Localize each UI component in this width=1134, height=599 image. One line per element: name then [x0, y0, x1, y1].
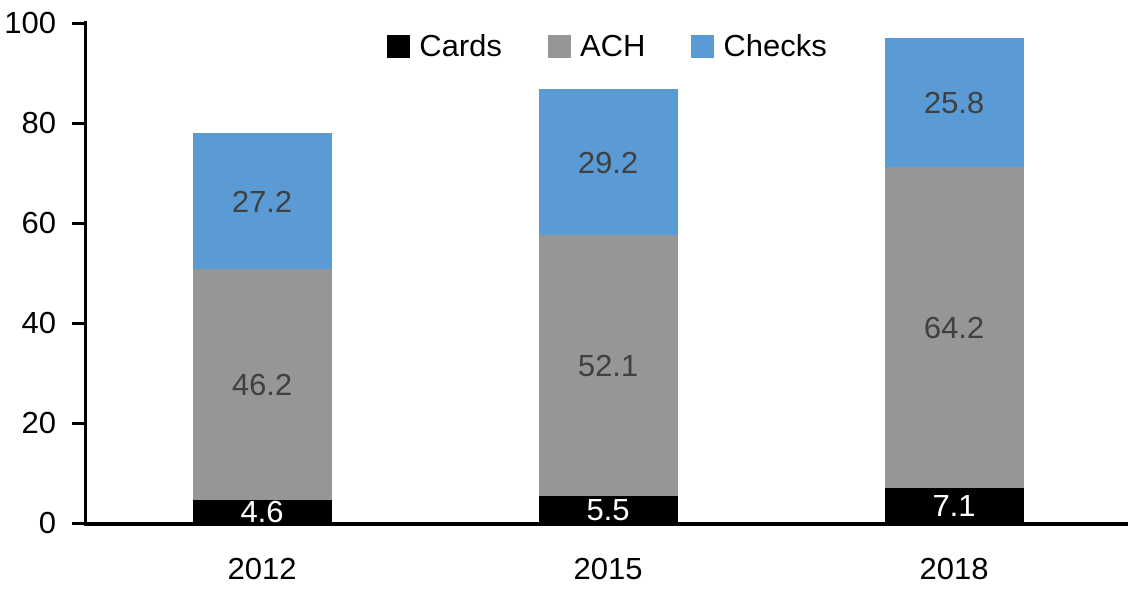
bar-segment-ach-2018: 64.2 — [884, 166, 1024, 488]
y-axis-tick-mark — [72, 422, 84, 425]
legend-label: ACH — [579, 28, 646, 63]
y-axis-tick-label: 60 — [21, 205, 56, 240]
y-axis-tick-label: 100 — [4, 5, 56, 40]
bar-segment-checks-2012: 27.2 — [192, 133, 332, 269]
bar-segment-checks-2018: 25.8 — [884, 37, 1024, 167]
bar-segment-ach-2015: 52.1 — [538, 235, 678, 496]
legend-item-checks: Checks — [691, 28, 827, 64]
x-axis-tick-label: 2012 — [227, 551, 297, 586]
chart-legend: Cards ACH Checks — [86, 28, 1128, 64]
y-axis-tick-label: 80 — [21, 105, 56, 140]
bar-value-label: 46.2 — [231, 367, 293, 402]
y-axis-tick-mark — [72, 322, 84, 325]
y-axis-tick-label: 20 — [21, 405, 56, 440]
bar-segment-ach-2012: 46.2 — [192, 269, 332, 500]
x-axis-line — [84, 522, 1128, 526]
bar-value-label: 29.2 — [577, 144, 639, 180]
bar-value-label: 25.8 — [923, 84, 985, 120]
bar-value-label: 64.2 — [923, 309, 985, 345]
legend-label: Checks — [723, 28, 827, 63]
y-axis-tick-label: 40 — [21, 305, 56, 340]
legend-label: Cards — [419, 28, 502, 63]
legend-swatch-checks — [691, 34, 715, 58]
bar-segment-cards-2015: 5.5 — [538, 491, 678, 527]
y-axis-tick-label: 0 — [38, 505, 56, 540]
bar-value-label: 5.5 — [586, 491, 630, 527]
bar-value-label: 52.1 — [577, 347, 639, 383]
y-axis-tick-mark — [72, 22, 84, 25]
bar-segment-cards-2018: 7.1 — [884, 487, 1024, 523]
y-axis-tick-mark — [72, 222, 84, 225]
bar-segment-cards-2012: 4.6 — [192, 496, 332, 527]
y-axis-line — [84, 21, 87, 526]
y-axis-tick-mark — [72, 122, 84, 125]
legend-item-cards: Cards — [387, 28, 502, 64]
bar-value-label: 4.6 — [240, 494, 284, 529]
y-axis-tick-mark — [72, 522, 84, 525]
bar-segment-checks-2015: 29.2 — [538, 89, 678, 235]
legend-swatch-cards — [387, 34, 411, 58]
x-axis-tick-label: 2018 — [919, 551, 989, 586]
legend-swatch-ach — [547, 34, 571, 58]
x-axis-tick-label: 2015 — [573, 551, 643, 586]
bar-value-label: 27.2 — [231, 183, 293, 219]
legend-item-ach: ACH — [547, 28, 646, 64]
bar-value-label: 7.1 — [932, 487, 976, 523]
